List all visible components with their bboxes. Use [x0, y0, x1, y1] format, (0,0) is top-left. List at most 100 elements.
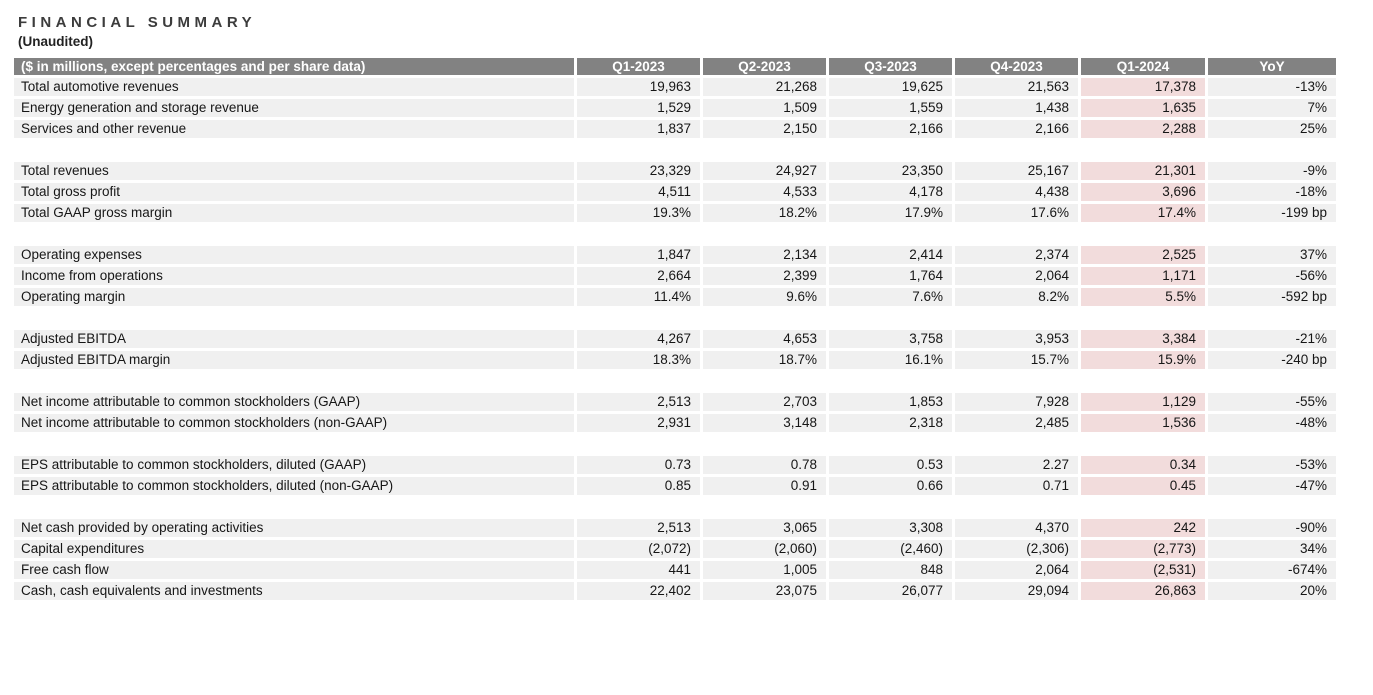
value-cell: 2,150 — [703, 119, 829, 141]
row-label: EPS attributable to common stockholders,… — [14, 455, 577, 477]
value-cell: 3,065 — [703, 518, 829, 540]
value-cell: -48% — [1208, 413, 1336, 435]
table-row: Adjusted EBITDA margin 18.3% 18.7% 16.1% 15.… — [14, 350, 1336, 372]
value-cell: 3,953 — [955, 329, 1081, 351]
value-cell: 2,931 — [577, 413, 703, 435]
value-cell: 2,703 — [703, 392, 829, 414]
value-cell: 37% — [1208, 245, 1336, 267]
value-cell: 8.2% — [955, 287, 1081, 309]
value-cell: 3,308 — [829, 518, 955, 540]
financial-summary-page: FINANCIAL SUMMARY (Unaudited) ($ in mill… — [14, 14, 1336, 603]
value-cell: 0.66 — [829, 476, 955, 498]
value-cell: 4,533 — [703, 182, 829, 204]
row-label: Cash, cash equivalents and investments — [14, 581, 577, 603]
value-cell: 1,837 — [577, 119, 703, 141]
value-cell: 1,853 — [829, 392, 955, 414]
row-label: Operating expenses — [14, 245, 577, 267]
table-row: Capital expenditures (2,072) (2,060) (2,460… — [14, 539, 1336, 561]
section-gap-row — [14, 224, 1336, 246]
value-cell: 2.27 — [955, 455, 1081, 477]
value-cell: 2,513 — [577, 518, 703, 540]
column-header: Q4-2023 — [955, 57, 1081, 78]
value-cell: (2,460) — [829, 539, 955, 561]
value-cell: -674% — [1208, 560, 1336, 582]
section-gap-cell — [14, 140, 1336, 162]
row-label: Net income attributable to common stockh… — [14, 392, 577, 414]
value-cell-highlighted: 17.4% — [1081, 203, 1208, 225]
value-cell: 7% — [1208, 98, 1336, 120]
value-cell-highlighted: 2,288 — [1081, 119, 1208, 141]
value-cell: -21% — [1208, 329, 1336, 351]
value-cell: (2,306) — [955, 539, 1081, 561]
value-cell: 2,318 — [829, 413, 955, 435]
value-cell: 1,764 — [829, 266, 955, 288]
value-cell: -199 bp — [1208, 203, 1336, 225]
value-cell: 0.91 — [703, 476, 829, 498]
table-row: Net income attributable to common stockh… — [14, 413, 1336, 435]
section-gap-cell — [14, 497, 1336, 519]
table-row: Adjusted EBITDA 4,267 4,653 3,758 3,953 3,384… — [14, 329, 1336, 351]
row-label: Operating margin — [14, 287, 577, 309]
value-cell: 441 — [577, 560, 703, 582]
value-cell: 4,438 — [955, 182, 1081, 204]
value-cell: 18.3% — [577, 350, 703, 372]
section-gap-cell — [14, 371, 1336, 393]
row-label: Total automotive revenues — [14, 77, 577, 99]
value-cell: 15.7% — [955, 350, 1081, 372]
value-cell-highlighted: (2,531) — [1081, 560, 1208, 582]
value-cell: -56% — [1208, 266, 1336, 288]
value-cell: 21,563 — [955, 77, 1081, 99]
value-cell: 34% — [1208, 539, 1336, 561]
value-cell: 29,094 — [955, 581, 1081, 603]
value-cell-highlighted: 242 — [1081, 518, 1208, 540]
value-cell: -47% — [1208, 476, 1336, 498]
section-gap-row — [14, 434, 1336, 456]
value-cell-highlighted: 2,525 — [1081, 245, 1208, 267]
table-row: EPS attributable to common stockholders,… — [14, 455, 1336, 477]
row-label: Capital expenditures — [14, 539, 577, 561]
value-cell: 17.6% — [955, 203, 1081, 225]
column-header: Q1-2024 — [1081, 57, 1208, 78]
value-cell: 3,148 — [703, 413, 829, 435]
financial-summary-table: ($ in millions, except percentages and p… — [14, 57, 1336, 603]
value-cell-highlighted: (2,773) — [1081, 539, 1208, 561]
value-cell: 4,653 — [703, 329, 829, 351]
row-label: Net cash provided by operating activitie… — [14, 518, 577, 540]
value-cell-highlighted: 0.34 — [1081, 455, 1208, 477]
value-cell: -90% — [1208, 518, 1336, 540]
table-body: Total automotive revenues 19,963 21,268 19,… — [14, 77, 1336, 603]
section-gap-row — [14, 371, 1336, 393]
value-cell: 2,513 — [577, 392, 703, 414]
row-label: Total gross profit — [14, 182, 577, 204]
column-header: Q3-2023 — [829, 57, 955, 78]
value-cell-highlighted: 1,129 — [1081, 392, 1208, 414]
column-header: YoY — [1208, 57, 1336, 78]
value-cell: 17.9% — [829, 203, 955, 225]
value-cell: 24,927 — [703, 161, 829, 183]
value-cell: 1,005 — [703, 560, 829, 582]
value-cell: 2,134 — [703, 245, 829, 267]
value-cell: 2,166 — [829, 119, 955, 141]
value-cell: 2,166 — [955, 119, 1081, 141]
value-cell-highlighted: 3,384 — [1081, 329, 1208, 351]
value-cell: 18.7% — [703, 350, 829, 372]
value-cell-highlighted: 17,378 — [1081, 77, 1208, 99]
table-row: Total GAAP gross margin 19.3% 18.2% 17.9% 17… — [14, 203, 1336, 225]
value-cell: 1,438 — [955, 98, 1081, 120]
value-cell: 2,064 — [955, 560, 1081, 582]
row-label: Adjusted EBITDA — [14, 329, 577, 351]
value-cell: 3,758 — [829, 329, 955, 351]
value-cell: -240 bp — [1208, 350, 1336, 372]
value-cell: 23,350 — [829, 161, 955, 183]
row-label: Adjusted EBITDA margin — [14, 350, 577, 372]
value-cell: 0.73 — [577, 455, 703, 477]
page-subtitle: (Unaudited) — [18, 33, 93, 49]
row-label: Free cash flow — [14, 560, 577, 582]
header-row: ($ in millions, except percentages and p… — [14, 57, 1336, 78]
value-cell: -592 bp — [1208, 287, 1336, 309]
value-cell: 1,509 — [703, 98, 829, 120]
table-row: EPS attributable to common stockholders,… — [14, 476, 1336, 498]
value-cell: 19,963 — [577, 77, 703, 99]
row-label: Income from operations — [14, 266, 577, 288]
value-cell-highlighted: 3,696 — [1081, 182, 1208, 204]
